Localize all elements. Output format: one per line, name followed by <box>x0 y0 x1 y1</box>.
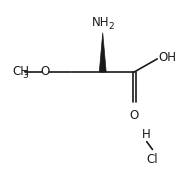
Polygon shape <box>99 33 106 72</box>
Text: H: H <box>142 128 151 141</box>
Text: CH: CH <box>12 65 29 78</box>
Text: OH: OH <box>158 51 176 64</box>
Text: NH: NH <box>92 16 109 29</box>
Text: O: O <box>130 109 139 122</box>
Text: 3: 3 <box>23 71 28 80</box>
Text: O: O <box>41 65 50 78</box>
Text: 2: 2 <box>108 22 113 31</box>
Text: Cl: Cl <box>147 153 158 165</box>
